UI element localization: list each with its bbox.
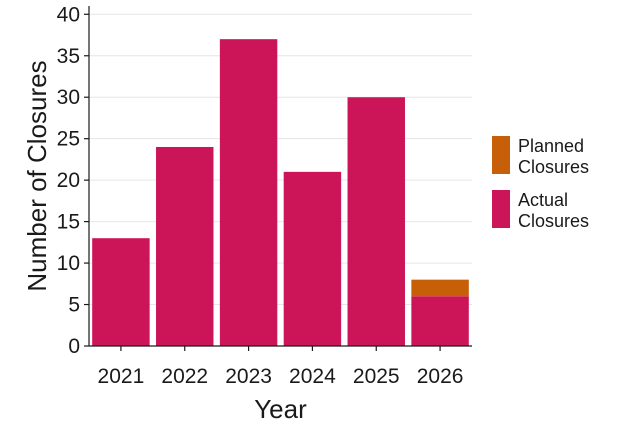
bars — [92, 39, 469, 347]
y-tick-label: 35 — [57, 45, 80, 68]
x-tick-label: 2021 — [98, 365, 145, 388]
y-tick-label: 5 — [68, 294, 80, 317]
x-tick-labels: 2021 2022 2023 2024 2025 2026 — [98, 346, 464, 388]
bar-actual-closures-2021 — [92, 238, 150, 346]
bar-actual-closures-2025 — [347, 97, 405, 346]
y-tick-label: 25 — [57, 128, 80, 151]
grid-lines — [89, 13, 472, 347]
legend-label-planned-closures: Planned Closures — [518, 136, 589, 177]
y-tick-label: 0 — [68, 335, 80, 358]
x-tick-label: 2024 — [289, 365, 336, 388]
y-tick-label: 15 — [57, 211, 80, 234]
legend-key-planned-closures — [492, 136, 510, 174]
bar-actual-closures-2022 — [156, 146, 214, 346]
legend-label-actual-closures: Actual Closures — [518, 190, 589, 231]
bar-actual-closures-2024 — [283, 171, 342, 346]
y-tick-labels: 0 5 10 15 20 25 30 35 40 — [57, 3, 89, 358]
x-tick-label: 2023 — [225, 365, 272, 388]
x-tick-label: 2026 — [417, 365, 464, 388]
y-axis-title: Number of Closures — [22, 60, 52, 291]
bar-planned-closures-2026 — [411, 279, 469, 297]
y-tick-label: 30 — [57, 86, 80, 109]
x-axis-title: Year — [254, 394, 307, 422]
bar-actual-closures-2023 — [219, 39, 278, 347]
x-tick-label: 2022 — [161, 365, 208, 388]
bar-actual-closures-2026 — [411, 296, 469, 346]
y-tick-label: 10 — [57, 252, 80, 275]
legend: Planned Closures Actual Closures — [492, 136, 589, 231]
axes — [88, 6, 472, 347]
y-tick-label: 20 — [57, 169, 80, 192]
y-tick-label: 40 — [57, 3, 80, 26]
x-tick-label: 2025 — [353, 365, 400, 388]
legend-key-actual-closures — [492, 190, 510, 228]
